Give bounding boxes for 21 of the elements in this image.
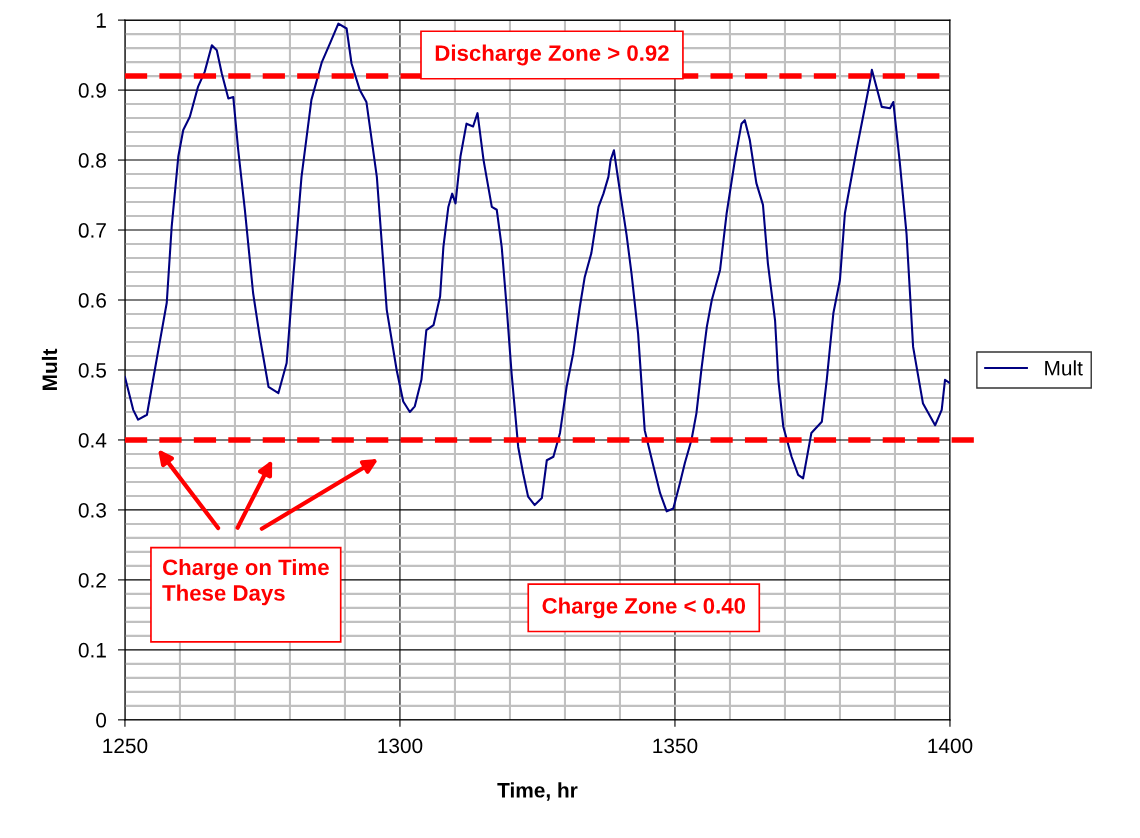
y-tick-label: 0.7 (78, 223, 106, 238)
y-tick-label: 0.9 (78, 83, 106, 98)
y-tick-label: 0.3 (78, 502, 106, 518)
y-tick-label: 0.5 (78, 362, 107, 378)
y-tick-label: 0.4 (78, 432, 107, 448)
y-tick-label: 1 (96, 13, 106, 28)
x-tick-label: 1400 (928, 738, 973, 754)
y-tick-label: 0.1 (78, 642, 106, 658)
annotation: Charge on Time These Days (162, 558, 329, 606)
x-tick-label: 1250 (103, 738, 148, 754)
ref-line-label: Charge Zone < 0.40 (542, 597, 746, 619)
ref-line-label: Discharge Zone > 0.92 (435, 44, 669, 66)
x-tick-label: 1300 (378, 738, 423, 754)
legend-label: Mult (1045, 360, 1083, 376)
y-tick-label: 0.2 (78, 572, 106, 588)
y-tick-label: 0.6 (78, 293, 106, 308)
x-axis-title: Time, hr (497, 782, 578, 801)
y-tick-label: 0.8 (78, 153, 106, 168)
y-tick-label: 0 (96, 712, 107, 728)
x-tick-label: 1350 (653, 738, 698, 754)
y-axis-title: Mult (41, 348, 58, 390)
